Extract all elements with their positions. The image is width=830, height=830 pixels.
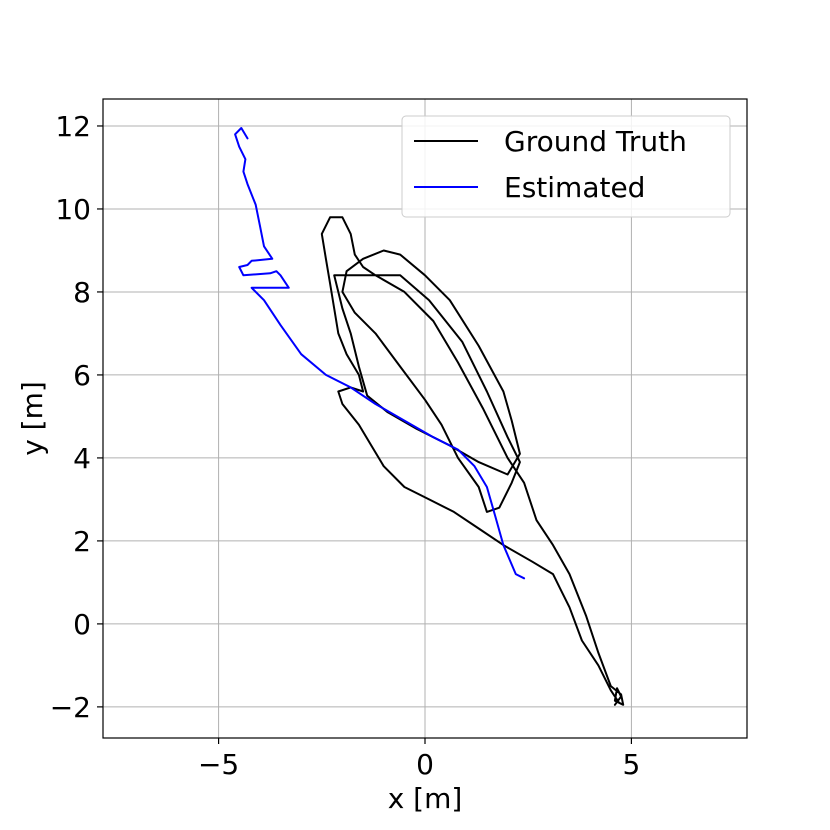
series-line-ground-truth <box>320 216 625 706</box>
x-axis-label: x [m] <box>388 782 463 815</box>
x-tick-label: −5 <box>198 748 239 781</box>
y-tick-label: −2 <box>50 691 91 724</box>
legend-label-ground-truth: Ground Truth <box>504 125 687 158</box>
legend-box <box>401 115 731 218</box>
legend-label-estimated: Estimated <box>504 171 645 204</box>
series-line-estimated <box>234 127 526 580</box>
x-tick-label: 5 <box>622 748 640 781</box>
y-tick-label: 12 <box>55 110 91 143</box>
y-axis-label: y [m] <box>16 381 49 456</box>
plot-series <box>234 127 625 706</box>
x-tick-label: 0 <box>416 748 434 781</box>
axis-ticks: −5 0 5 −2 0 2 4 6 8 10 12 <box>50 110 641 781</box>
legend: Ground Truth Estimated <box>401 115 731 218</box>
y-tick-label: 4 <box>73 442 91 475</box>
y-tick-label: 10 <box>55 193 91 226</box>
y-tick-label: 2 <box>73 525 91 558</box>
y-tick-label: 8 <box>73 276 91 309</box>
y-tick-label: 6 <box>73 359 91 392</box>
y-tick-label: 0 <box>73 608 91 641</box>
